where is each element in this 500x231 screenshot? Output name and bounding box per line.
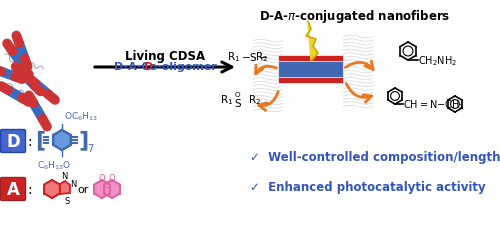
Text: N: N xyxy=(61,171,67,180)
Text: [: [ xyxy=(35,129,45,149)
Polygon shape xyxy=(306,22,318,62)
Text: 7: 7 xyxy=(87,143,93,153)
Text: :: : xyxy=(27,134,32,148)
Bar xyxy=(278,56,343,84)
Text: :: : xyxy=(27,182,32,196)
Text: $\mathsf{CH{=}N{-}CH_2}$: $\mathsf{CH{=}N{-}CH_2}$ xyxy=(403,98,464,111)
Bar xyxy=(278,56,343,62)
Text: N: N xyxy=(70,180,76,189)
Text: A: A xyxy=(6,180,20,198)
Text: ]: ] xyxy=(78,129,88,149)
Polygon shape xyxy=(54,131,70,150)
Text: ✓  Well-controlled composition/length: ✓ Well-controlled composition/length xyxy=(250,151,500,164)
Text: $\mathsf{CH_2NH_2}$: $\mathsf{CH_2NH_2}$ xyxy=(418,54,457,68)
Text: ✓  Enhanced photocatalytic activity: ✓ Enhanced photocatalytic activity xyxy=(250,181,486,194)
Text: D-A-$\pi$-conjugated nanofibers: D-A-$\pi$-conjugated nanofibers xyxy=(260,8,450,25)
Polygon shape xyxy=(104,180,120,198)
Text: S: S xyxy=(104,181,110,190)
Text: C$_6$H$_{13}$O: C$_6$H$_{13}$O xyxy=(37,158,72,171)
Text: $\overset{\mathsf{O}}{\mathsf{S}}$: $\overset{\mathsf{O}}{\mathsf{S}}$ xyxy=(234,90,242,109)
Text: $\mathsf{R_1}$: $\mathsf{R_1}$ xyxy=(220,93,233,106)
Polygon shape xyxy=(60,181,70,194)
Text: O: O xyxy=(108,174,116,183)
Text: D: D xyxy=(144,62,153,72)
Text: S: S xyxy=(64,196,70,205)
Text: or: or xyxy=(78,184,88,194)
Text: O: O xyxy=(98,174,105,183)
Text: $\mathsf{R_1}$: $\mathsf{R_1}$ xyxy=(226,50,240,64)
FancyBboxPatch shape xyxy=(0,178,25,201)
Text: OC$_6$H$_{13}$: OC$_6$H$_{13}$ xyxy=(64,110,98,122)
Text: $\mathsf{R_2}$: $\mathsf{R_2}$ xyxy=(248,93,261,106)
FancyBboxPatch shape xyxy=(0,130,25,153)
Text: D: D xyxy=(6,132,20,150)
Bar xyxy=(278,78,343,84)
Text: $\mathsf{-S-}$: $\mathsf{-S-}$ xyxy=(241,51,268,63)
Text: D-A-Co-oligomer: D-A-Co-oligomer xyxy=(114,62,216,72)
Polygon shape xyxy=(94,180,110,198)
Polygon shape xyxy=(44,180,60,198)
Text: $\mathsf{R_2}$: $\mathsf{R_2}$ xyxy=(255,50,268,64)
Text: Living CDSA: Living CDSA xyxy=(125,50,205,63)
